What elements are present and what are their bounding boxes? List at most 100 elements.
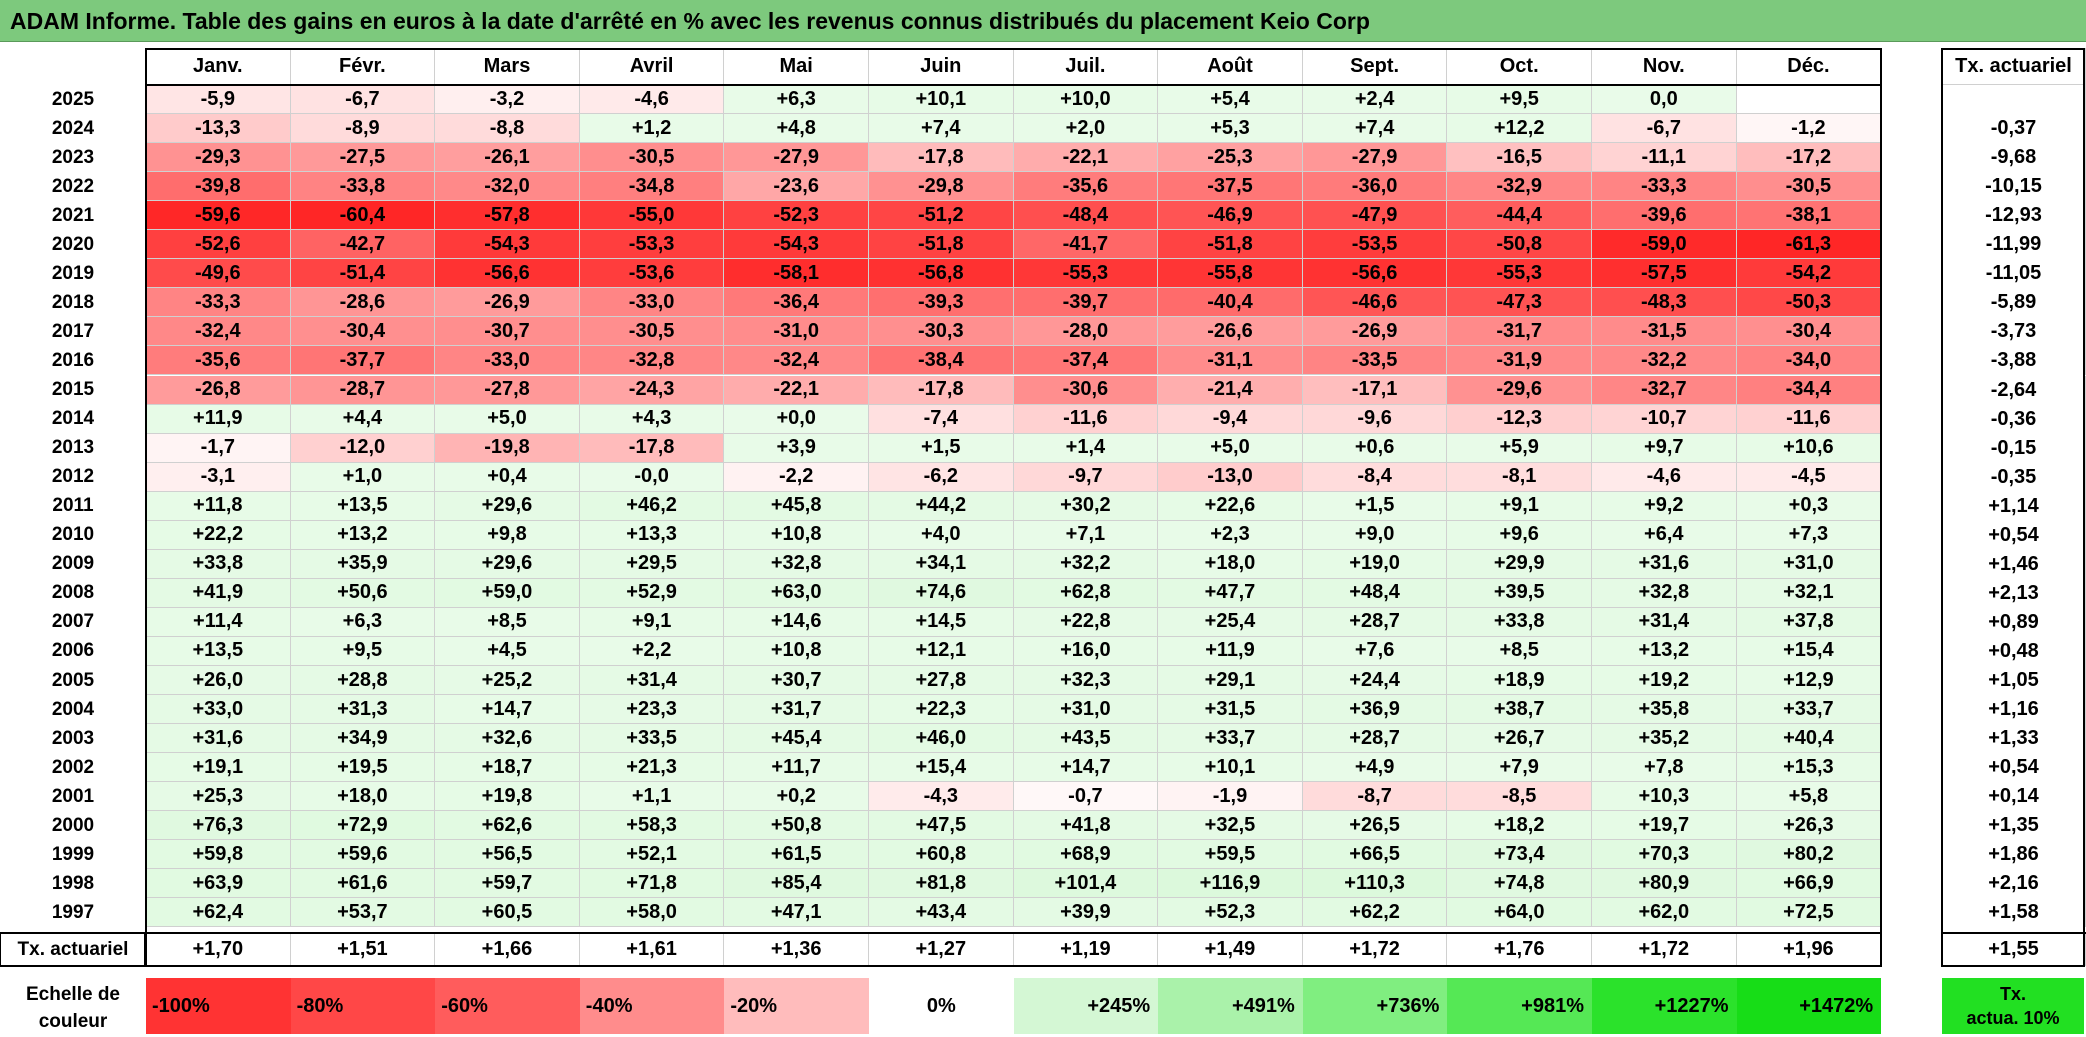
tx-actuariel-cell: +0,14 bbox=[1942, 782, 2086, 812]
gain-cell: -54,3 bbox=[724, 230, 869, 260]
footer-tx-cell: +1,61 bbox=[580, 933, 725, 966]
gain-cell: -36,0 bbox=[1302, 172, 1448, 202]
gain-cell: -59,0 bbox=[1592, 230, 1737, 260]
gain-cell: +29,6 bbox=[435, 491, 580, 521]
gain-cell: +9,1 bbox=[1447, 491, 1592, 521]
gain-cell: -31,1 bbox=[1158, 346, 1303, 376]
color-scale-swatch: -20% bbox=[724, 978, 869, 1034]
year-label: 2022 bbox=[51, 175, 95, 197]
year-label: 2001 bbox=[51, 785, 95, 807]
gain-cell: +31,6 bbox=[1592, 549, 1737, 579]
gain-cell: +12,9 bbox=[1736, 666, 1882, 696]
gain-cell: +8,5 bbox=[435, 607, 580, 637]
gain-cell: -33,0 bbox=[435, 346, 580, 376]
gain-cell: +29,6 bbox=[435, 549, 580, 579]
gain-cell: -51,2 bbox=[869, 201, 1014, 231]
gain-cell: -21,4 bbox=[1158, 375, 1303, 405]
year-label: 2016 bbox=[51, 349, 95, 371]
gain-cell: -34,4 bbox=[1736, 375, 1882, 405]
gain-cell: +5,4 bbox=[1158, 85, 1303, 115]
year-label: 2008 bbox=[51, 582, 95, 604]
gain-cell: -33,8 bbox=[290, 172, 436, 202]
gain-cell: -2,2 bbox=[724, 462, 869, 492]
gain-cell: -8,9 bbox=[290, 114, 436, 144]
gain-cell: +19,2 bbox=[1592, 666, 1737, 696]
gain-cell: -22,1 bbox=[1013, 143, 1159, 173]
gain-cell: +4,3 bbox=[579, 404, 725, 434]
gain-cell: +47,1 bbox=[724, 898, 869, 928]
gain-cell: +0,0 bbox=[724, 404, 869, 434]
gain-cell: +64,0 bbox=[1447, 898, 1592, 928]
gain-cell: +32,8 bbox=[1592, 578, 1737, 608]
gain-cell: +13,2 bbox=[1592, 636, 1737, 666]
gain-cell: -47,3 bbox=[1447, 288, 1592, 318]
gain-cell: -0,0 bbox=[579, 462, 725, 492]
gain-cell: +11,9 bbox=[146, 404, 291, 434]
tx-actuariel-cell: +1,16 bbox=[1942, 695, 2086, 725]
gain-cell: -51,8 bbox=[869, 230, 1014, 260]
gain-cell: +46,2 bbox=[579, 491, 725, 521]
gain-cell: +59,0 bbox=[435, 578, 580, 608]
footer-tx-cell: +1,51 bbox=[291, 933, 436, 966]
gain-cell: +31,3 bbox=[290, 695, 436, 725]
gain-cell: +4,8 bbox=[724, 114, 869, 144]
footer-tx-cell: +1,49 bbox=[1158, 933, 1303, 966]
gain-cell: +27,8 bbox=[869, 666, 1014, 696]
tx-actuariel-cell: -0,37 bbox=[1942, 114, 2086, 144]
gain-cell: +35,2 bbox=[1592, 724, 1737, 754]
tx-actuariel-cell: +2,16 bbox=[1942, 869, 2086, 899]
gain-cell: -47,9 bbox=[1302, 201, 1448, 231]
gain-cell: +38,7 bbox=[1447, 695, 1592, 725]
gain-cell: +33,0 bbox=[146, 695, 291, 725]
footer-tx-cell: +1,76 bbox=[1447, 933, 1592, 966]
gain-cell: +33,8 bbox=[146, 549, 291, 579]
year-label: 2005 bbox=[51, 669, 95, 691]
gain-cell: +33,7 bbox=[1736, 695, 1882, 725]
gain-cell: -4,6 bbox=[579, 85, 725, 115]
gain-cell: +14,7 bbox=[1013, 753, 1159, 783]
gain-cell: +11,7 bbox=[724, 753, 869, 783]
gain-cell: +52,3 bbox=[1158, 898, 1303, 928]
gain-cell: +1,5 bbox=[1302, 491, 1448, 521]
gain-cell: -4,6 bbox=[1592, 462, 1737, 492]
gain-cell: -32,7 bbox=[1592, 375, 1737, 405]
month-header: Mars bbox=[435, 48, 580, 85]
tx-actuariel-cell: +2,13 bbox=[1942, 578, 2086, 608]
footer-tx-cell: +1,27 bbox=[869, 933, 1014, 966]
gain-cell: +59,6 bbox=[290, 840, 436, 870]
footer-tx-total: +1,55 bbox=[1942, 933, 2086, 966]
footer-tx-cell: +1,19 bbox=[1014, 933, 1159, 966]
gain-cell: +31,0 bbox=[1013, 695, 1159, 725]
gain-cell: +10,6 bbox=[1736, 433, 1882, 463]
gain-cell: +7,9 bbox=[1447, 753, 1592, 783]
gain-cell: -34,0 bbox=[1736, 346, 1882, 376]
gain-cell: -10,7 bbox=[1592, 404, 1737, 434]
gain-cell: +29,9 bbox=[1447, 549, 1592, 579]
gain-cell: +11,9 bbox=[1158, 636, 1303, 666]
gain-cell: -40,4 bbox=[1158, 288, 1303, 318]
tx-actuariel-cell: -2,64 bbox=[1942, 375, 2086, 405]
gain-cell: -55,3 bbox=[1447, 259, 1592, 289]
gain-cell: +32,1 bbox=[1736, 578, 1882, 608]
gain-cell: +10,8 bbox=[724, 520, 869, 550]
tx-actuariel-cell: +0,48 bbox=[1942, 636, 2086, 666]
gain-cell: +58,0 bbox=[579, 898, 725, 928]
gain-cell: +19,1 bbox=[146, 753, 291, 783]
gain-cell: -33,5 bbox=[1302, 346, 1448, 376]
tx-actuariel-header: Tx. actuariel bbox=[1942, 48, 2086, 85]
gain-cell: +45,8 bbox=[724, 491, 869, 521]
gain-cell: -16,5 bbox=[1447, 143, 1592, 173]
gain-cell: +25,2 bbox=[435, 666, 580, 696]
gain-cell: -6,2 bbox=[869, 462, 1014, 492]
gain-cell: -32,4 bbox=[146, 317, 291, 347]
gain-cell: +110,3 bbox=[1302, 869, 1448, 899]
year-label: 2009 bbox=[51, 553, 95, 575]
tx-actuariel-cell: -0,36 bbox=[1942, 404, 2086, 434]
gain-cell: +12,1 bbox=[869, 636, 1014, 666]
gain-cell: +5,3 bbox=[1158, 114, 1303, 144]
gain-cell: +45,4 bbox=[724, 724, 869, 754]
gain-cell: +59,8 bbox=[146, 840, 291, 870]
gain-cell: +60,8 bbox=[869, 840, 1014, 870]
report-title: ADAM Informe. Table des gains en euros à… bbox=[0, 0, 2086, 42]
gain-cell: 0,0 bbox=[1592, 85, 1737, 115]
